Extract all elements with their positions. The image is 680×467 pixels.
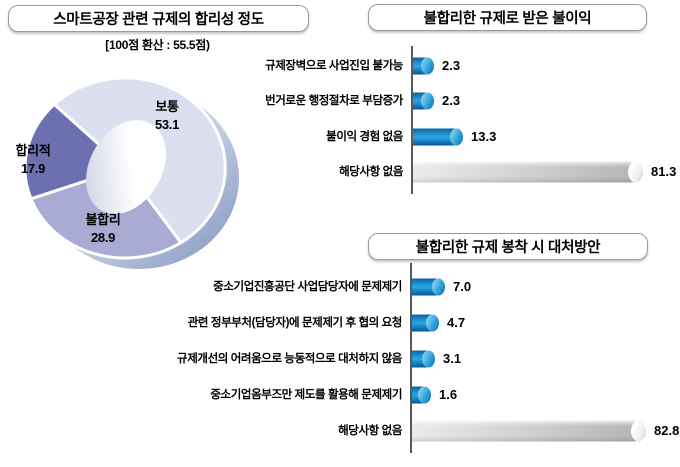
category-label: 규제개선의 어려움으로 능동적으로 대처하지 않음: [177, 353, 402, 365]
bar-silver: [413, 161, 643, 183]
value-label: 1.6: [439, 387, 458, 402]
donut-label-irrational-value: 28.9: [90, 230, 116, 245]
donut-chart-svg: [23, 76, 239, 269]
bar-blue: [412, 386, 431, 404]
bar-blue: [413, 92, 434, 110]
y-axis-line: [410, 263, 412, 453]
category-label: 불이익 경험 없음: [326, 131, 403, 143]
value-label: 4.7: [447, 315, 466, 330]
bar-row: 번거로운 행정절차로 부담증가 2.3: [150, 88, 680, 114]
value-label: 2.3: [442, 93, 461, 108]
donut-label-normal-name: 보통: [155, 99, 179, 114]
bar-chart-countermeasures: 불합리한 규제 봉착 시 대처방안 중소기업진흥공단 사업담당자에 문제제기 7.…: [150, 230, 680, 467]
value-label: 81.3: [651, 164, 677, 179]
bar-row: 중소기업진흥공단 사업담당자에 문제제기 7.0: [150, 274, 680, 300]
donut-label-normal-value: 53.1: [154, 117, 180, 132]
bar-silver: [412, 420, 646, 442]
category-label: 관련 정부부처(담당자)에 문제제기 후 협의 요청: [187, 317, 403, 329]
bar-chart-countermeasures-title-box: 불합리한 규제 봉착 시 대처방안: [368, 233, 648, 260]
bar-row: 관련 정부부처(담당자)에 문제제기 후 협의 요청 4.7: [150, 310, 680, 336]
donut-label-rational: 합리적 17.9: [2, 142, 64, 178]
donut-chart-title: 스마트공장 관련 규제의 합리성 정도: [53, 12, 264, 28]
bar-blue: [413, 128, 463, 146]
bar-row: 중소기업옴부즈만 제도를 활용해 문제제기 1.6: [150, 382, 680, 408]
y-axis-line: [411, 46, 413, 194]
category-label: 중소기업옴부즈만 제도를 활용해 문제제기: [210, 389, 402, 401]
bar-blue: [412, 314, 439, 332]
value-label: 13.3: [471, 129, 497, 144]
category-label: 번거로운 행정절차로 부담증가: [265, 95, 403, 107]
donut-chart: 보통 53.1 합리적 17.9 불합리 28.9: [0, 68, 270, 278]
value-label: 7.0: [453, 279, 472, 294]
value-label: 3.1: [443, 351, 462, 366]
bar-row: 해당사항 없음 81.3: [150, 159, 680, 185]
donut-label-rational-value: 17.9: [20, 161, 46, 176]
bar-chart-disadvantages-title-box: 불합리한 규제로 받은 불이익: [368, 4, 647, 31]
donut-chart-subtitle: [100점 환산 : 55.5점): [105, 38, 210, 52]
donut-label-normal: 보통 53.1: [138, 98, 196, 134]
bar-row: 규제장벽으로 사업진입 불가능 2.3: [150, 53, 680, 79]
category-label: 규제장벽으로 사업진입 불가능: [265, 60, 403, 72]
category-label: 해당사항 없음: [339, 166, 403, 178]
value-label: 82.8: [654, 423, 680, 438]
bar-blue: [413, 57, 434, 75]
bar-blue: [412, 278, 445, 296]
donut-chart-title-box: 스마트공장 관련 규제의 합리성 정도: [8, 5, 309, 32]
donut-label-irrational-name: 불합리: [85, 212, 121, 227]
donut-label-irrational: 불합리 28.9: [68, 211, 138, 247]
bar-chart-disadvantages: 불합리한 규제로 받은 불이익 규제장벽으로 사업진입 불가능 2.3 번거로운 행…: [150, 0, 680, 228]
category-label: 중소기업진흥공단 사업담당자에 문제제기: [213, 281, 402, 293]
value-label: 2.3: [442, 58, 461, 73]
bar-row: 해당사항 없음 82.8: [150, 418, 680, 444]
donut-slice-irrational: [29, 166, 183, 260]
donut-label-rational-name: 합리적: [15, 143, 51, 158]
bar-row: 규제개선의 어려움으로 능동적으로 대처하지 않음 3.1: [150, 346, 680, 372]
bar-chart-countermeasures-title: 불합리한 규제 봉착 시 대처방안: [415, 240, 601, 256]
bar-blue: [412, 350, 435, 368]
bar-row: 불이익 경험 없음 13.3: [150, 124, 680, 150]
donut-hole: [86, 120, 166, 214]
category-label: 해당사항 없음: [338, 425, 402, 437]
bar-chart-disadvantages-title: 불합리한 규제로 받은 불이익: [423, 11, 592, 27]
